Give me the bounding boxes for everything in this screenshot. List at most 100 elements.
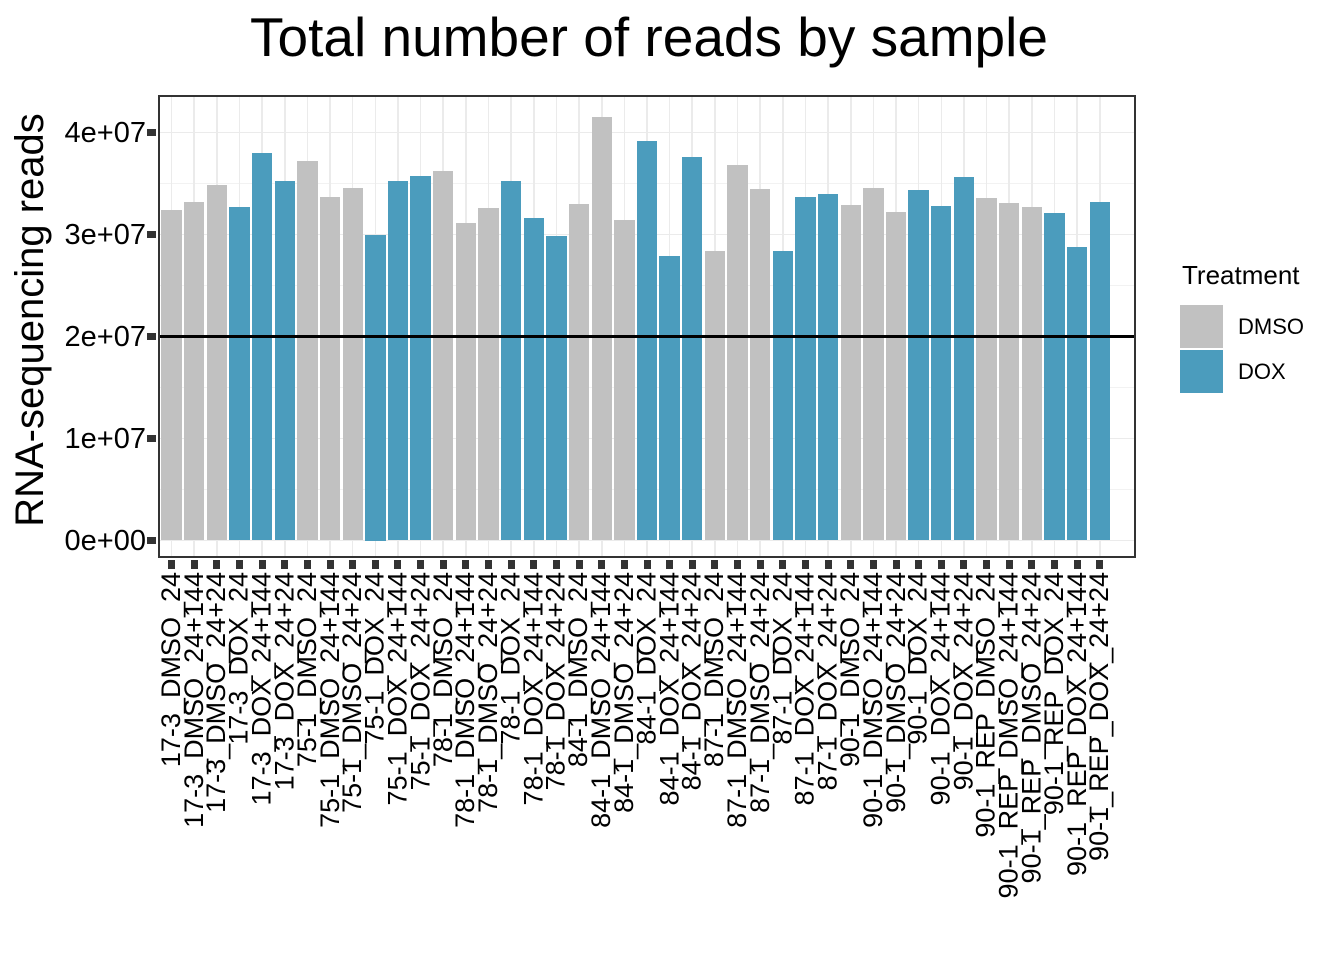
bar-78-1_DOX_24 [500,181,522,541]
bar-75-1_DOX_24+144 [387,181,409,541]
x-axis-tick [711,560,719,569]
x-axis-tick [598,560,606,569]
bar-17-3_DOX_24+144 [251,152,273,541]
x-axis-tick [326,560,334,569]
bar-78-1_DOX_24+24 [546,235,567,541]
bar-78-1_DMSO_24+144 [455,223,477,541]
x-axis-tick [1051,560,1058,569]
bar-78-1_DOX_24+144 [523,218,544,541]
x-axis-tick [1073,560,1081,569]
x-axis-tick [869,560,877,569]
bar-75-1_DMSO_24 [297,161,318,541]
bar-75-1_DOX_24+24 [410,176,431,541]
x-axis-tick [643,560,651,569]
x-axis-tick [168,560,176,569]
x-axis-tick [530,560,538,569]
legend-label-dmso: DMSO [1238,314,1304,339]
bar-75-1_DOX_24 [365,234,386,541]
bar-17-3_DMSO_24 [161,210,182,541]
x-axis-tick [190,560,198,569]
x-tick-label: 90-1_REP_DOX_24+24 [1084,572,1115,861]
bar-87-1_DMSO_24 [704,250,726,541]
legend-title: Treatment [1182,260,1300,290]
bar-17-3_DMSO_24+144 [184,201,205,541]
x-axis-tick [236,560,243,569]
bar-90-1_DMSO_24 [840,204,861,541]
bar-90-1_REP_DMSO_24+144 [999,202,1020,541]
x-axis-tick [439,560,447,569]
bar-87-1_DOX_24+24 [817,193,839,541]
x-axis-tick [779,560,787,569]
y-tick-label: 0e+00 [64,524,146,557]
bar-90-1_REP_DMSO_24+24 [1021,206,1043,541]
x-axis-tick [1096,560,1104,569]
x-axis-tick [847,560,855,569]
bar-87-1_DMSO_24+24 [750,188,771,541]
bar-78-1_DMSO_24+24 [478,207,499,541]
y-axis-tick [147,435,156,442]
x-axis-tick [1005,560,1013,569]
x-axis-tick [1028,560,1036,569]
bar-17-3_DOX_24 [229,206,250,541]
bar-84-1_DMSO_24+24 [614,220,635,541]
x-axis-tick [417,560,425,569]
bar-90-1_REP_DOX_24+144 [1066,246,1088,541]
x-axis-tick [688,560,696,569]
x-axis-tick [915,560,923,569]
x-axis-tick [620,560,628,569]
legend-swatch-dmso [1180,305,1223,348]
x-axis-tick [485,560,493,569]
x-axis-tick [734,560,742,569]
x-axis-tick [213,560,221,569]
reference-line [158,335,1136,338]
y-axis-tick [147,537,156,544]
y-axis-tick [147,333,156,340]
y-tick-label: 4e+07 [64,116,146,149]
bar-90-1_DMSO_24+144 [863,187,884,541]
bar-90-1_REP_DOX_24+24 [1089,201,1110,541]
y-tick-label: 2e+07 [64,320,146,353]
x-axis-tick [349,560,357,569]
bar-90-1_DOX_24+144 [931,205,952,541]
x-axis-tick [394,560,402,569]
bar-75-1_DMSO_24+144 [319,196,341,541]
x-axis-tick [666,560,674,569]
bar-90-1_DOX_24+24 [953,177,975,541]
bar-84-1_DMSO_24+144 [591,117,612,541]
bar-87-1_DOX_24 [772,250,794,541]
bar-90-1_DOX_24 [908,189,929,541]
bar-17-3_DOX_24+24 [274,181,295,541]
bar-17-3_DMSO_24+24 [206,184,228,541]
bar-84-1_DOX_24 [636,140,658,541]
x-axis-tick [575,560,583,569]
x-axis-tick [281,560,289,569]
x-axis-tick [983,560,991,569]
y-axis-tick [147,129,156,136]
x-axis-tick [303,560,311,569]
bar-90-1_REP_DMSO_24 [976,197,997,541]
bar-90-1_DMSO_24+24 [885,212,907,541]
bar-87-1_DMSO_24+144 [727,165,748,541]
bar-87-1_DOX_24+144 [795,196,816,541]
x-axis-tick [507,560,515,569]
chart-title: Total number of reads by sample [250,6,1048,68]
bar-90-1_REP_DOX_24 [1044,213,1065,541]
x-axis-tick [462,560,470,569]
bar-84-1_DOX_24+24 [682,156,703,541]
x-axis-tick [960,560,968,569]
bar-78-1_DMSO_24 [433,171,454,541]
y-tick-label: 3e+07 [64,218,146,251]
bar-84-1_DMSO_24 [568,203,590,541]
x-axis-tick [937,560,945,569]
y-axis-tick [147,231,156,238]
legend-label-dox: DOX [1238,359,1286,384]
bar-75-1_DMSO_24+24 [342,187,363,541]
x-axis-tick [552,560,560,569]
x-axis-tick [258,560,266,569]
x-axis-tick [824,560,832,569]
panel-border [158,95,1136,558]
x-axis-tick [892,560,900,569]
x-axis-tick [371,560,379,569]
y-tick-label: 1e+07 [64,422,146,455]
